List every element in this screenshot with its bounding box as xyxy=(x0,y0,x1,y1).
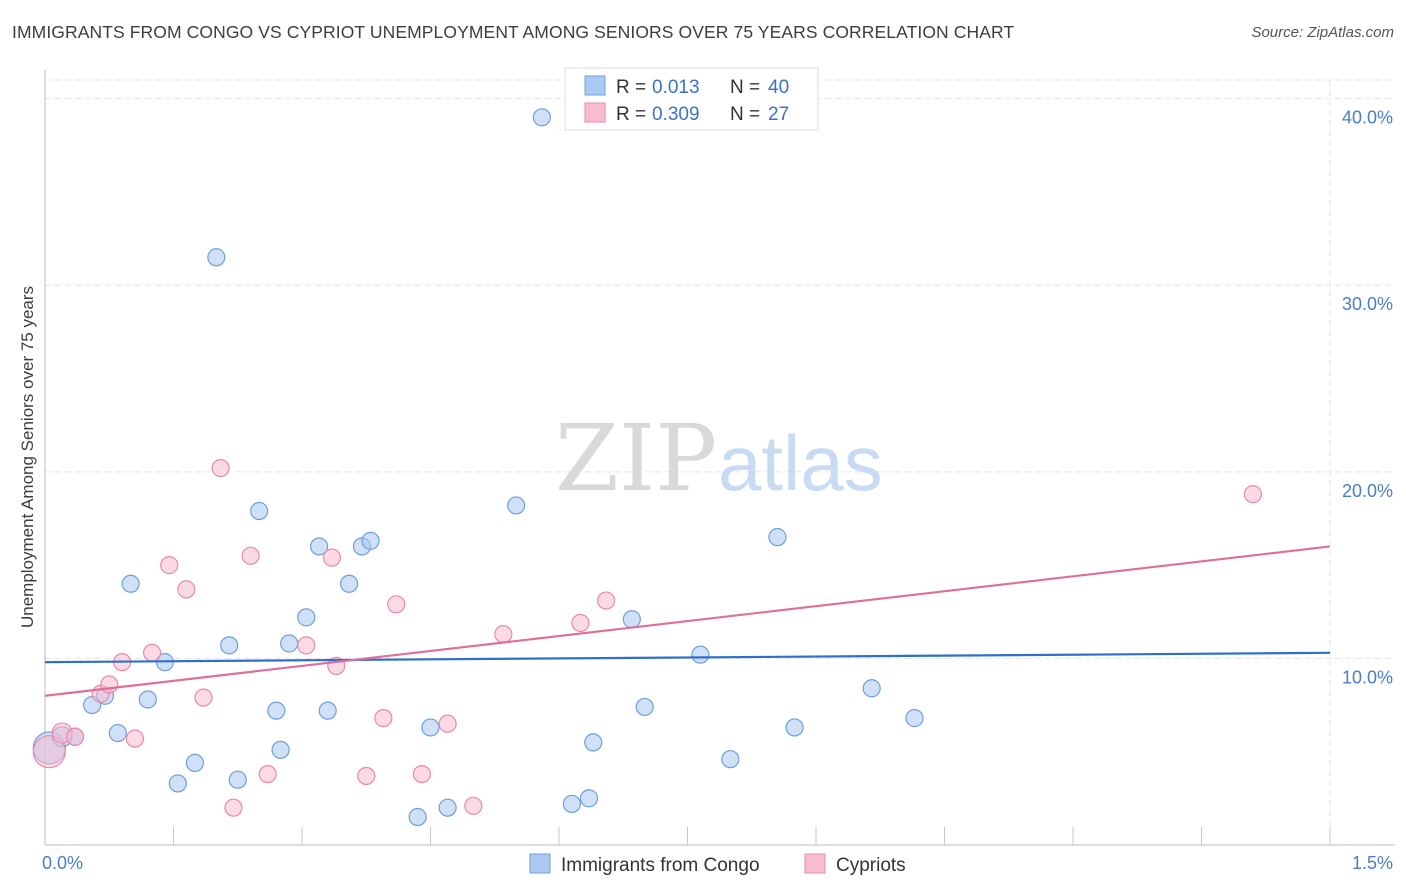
point-congo-34 xyxy=(691,645,710,664)
point-congo-35 xyxy=(721,750,740,769)
point-cypriots-22 xyxy=(438,714,457,733)
point-congo-36 xyxy=(768,528,787,547)
point-cypriots-24 xyxy=(494,625,513,644)
bottom-legend-swatch-cypriots xyxy=(804,853,826,874)
point-cypriots-0 xyxy=(32,735,66,769)
point-cypriots-15 xyxy=(297,636,316,655)
point-congo-16 xyxy=(271,740,290,759)
point-congo-9 xyxy=(168,774,187,793)
y-tick-label-1: 20.0% xyxy=(1342,481,1393,501)
point-cypriots-9 xyxy=(177,580,196,599)
points-layer xyxy=(32,108,1263,827)
y-tick-label-2: 30.0% xyxy=(1342,294,1393,314)
point-cypriots-23 xyxy=(464,796,483,815)
point-congo-18 xyxy=(297,608,316,627)
point-congo-6 xyxy=(121,574,140,593)
point-cypriots-10 xyxy=(194,688,213,707)
point-congo-28 xyxy=(532,108,551,127)
point-congo-29 xyxy=(562,794,581,814)
point-congo-17 xyxy=(280,634,299,653)
point-cypriots-13 xyxy=(241,546,260,565)
point-cypriots-14 xyxy=(258,764,277,784)
y-tick-label-3: 40.0% xyxy=(1342,108,1393,128)
correlation-legend: R = 0.013 N = 40 R = 0.309 N = 27 xyxy=(564,67,819,131)
watermark-atlas: atlas xyxy=(718,419,883,507)
point-congo-5 xyxy=(108,723,127,743)
point-congo-19 xyxy=(310,537,329,556)
legend-box xyxy=(564,67,819,131)
y-tick-labels: 10.0% 20.0% 30.0% 40.0% xyxy=(1342,108,1393,688)
chart-source: Source: ZipAtlas.com xyxy=(1251,24,1394,41)
point-cypriots-26 xyxy=(597,591,616,610)
trend-layer xyxy=(44,545,1331,697)
point-cypriots-18 xyxy=(357,766,376,786)
point-congo-15 xyxy=(267,701,286,720)
point-congo-31 xyxy=(584,733,603,752)
grid-layer xyxy=(45,79,1395,845)
point-congo-27 xyxy=(507,496,526,515)
series-legend: Immigrants from Congo Cypriots xyxy=(529,853,906,876)
point-cypriots-20 xyxy=(387,595,406,614)
point-cypriots-16 xyxy=(322,548,342,567)
point-congo-39 xyxy=(905,709,924,728)
legend-r-value-congo: 0.013 xyxy=(652,77,700,98)
point-congo-33 xyxy=(635,697,654,717)
point-cypriots-2 xyxy=(65,727,85,746)
point-cypriots-12 xyxy=(224,798,243,817)
point-congo-30 xyxy=(579,789,599,808)
point-cypriots-21 xyxy=(412,764,432,784)
point-congo-26 xyxy=(438,798,457,817)
point-cypriots-19 xyxy=(374,709,393,728)
x-tick-marks xyxy=(173,827,1331,845)
point-cypriots-27 xyxy=(1243,485,1263,504)
point-congo-10 xyxy=(185,753,205,773)
legend-r-label-cypriots: R = xyxy=(616,104,646,125)
point-congo-38 xyxy=(862,679,881,698)
bottom-legend-label-congo: Immigrants from Congo xyxy=(561,855,760,876)
x-tick-label-0: 0.0% xyxy=(42,853,83,873)
bottom-legend-label-cypriots: Cypriots xyxy=(836,855,906,876)
x-tick-labels: 0.0% 1.5% xyxy=(42,853,1393,873)
point-congo-7 xyxy=(138,690,157,709)
x-tick-label-1: 1.5% xyxy=(1352,853,1393,873)
legend-swatch-cypriots xyxy=(584,102,606,123)
point-cypriots-11 xyxy=(211,458,230,478)
bottom-legend-swatch-congo xyxy=(529,853,551,874)
point-congo-37 xyxy=(785,718,804,737)
point-cypriots-4 xyxy=(100,675,119,694)
y-tick-label-0: 10.0% xyxy=(1342,667,1393,687)
y-axis-label: Unemployment Among Seniors over 75 years xyxy=(18,286,37,628)
point-congo-23 xyxy=(361,531,380,550)
point-cypriots-6 xyxy=(125,729,145,748)
point-cypriots-7 xyxy=(142,643,162,662)
legend-n-value-cypriots: 27 xyxy=(768,104,789,125)
watermark-zip: ZIP xyxy=(555,405,717,512)
legend-n-label-congo: N = xyxy=(730,77,760,98)
point-congo-32 xyxy=(622,610,641,629)
point-congo-21 xyxy=(340,574,359,593)
point-congo-24 xyxy=(408,807,427,827)
point-congo-12 xyxy=(220,636,239,655)
legend-n-value-congo: 40 xyxy=(768,77,789,98)
trend-line-congo xyxy=(44,651,1331,664)
legend-swatch-congo xyxy=(584,75,606,96)
legend-n-label-cypriots: N = xyxy=(730,104,760,125)
point-congo-14 xyxy=(250,501,269,521)
point-cypriots-25 xyxy=(571,613,590,633)
point-congo-13 xyxy=(228,770,247,789)
chart-title: IMMIGRANTS FROM CONGO VS CYPRIOT UNEMPLO… xyxy=(12,22,1015,42)
trend-line-cypriots xyxy=(44,545,1331,697)
point-cypriots-8 xyxy=(160,556,179,575)
point-congo-25 xyxy=(421,718,440,737)
point-congo-20 xyxy=(318,701,337,720)
legend-r-value-cypriots: 0.309 xyxy=(652,104,700,125)
legend-r-label-congo: R = xyxy=(616,77,646,98)
point-congo-11 xyxy=(207,248,226,267)
